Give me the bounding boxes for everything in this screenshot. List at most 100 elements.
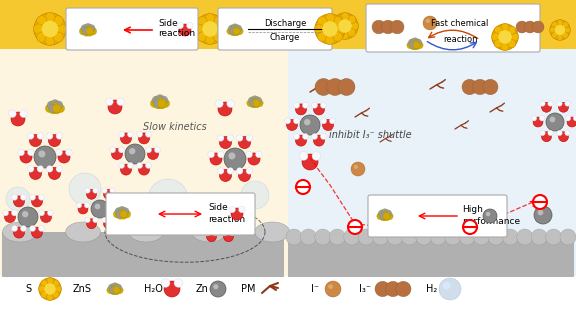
Circle shape — [215, 100, 223, 107]
Circle shape — [46, 133, 53, 139]
Circle shape — [338, 79, 355, 95]
Circle shape — [210, 281, 226, 297]
Circle shape — [27, 165, 34, 172]
Circle shape — [228, 25, 236, 32]
Circle shape — [410, 43, 417, 50]
Circle shape — [47, 278, 54, 285]
Circle shape — [219, 137, 232, 149]
Circle shape — [12, 210, 17, 216]
Circle shape — [111, 285, 119, 293]
Circle shape — [54, 286, 62, 293]
Circle shape — [138, 133, 150, 144]
Circle shape — [314, 24, 324, 34]
Circle shape — [205, 230, 210, 236]
Circle shape — [507, 26, 516, 35]
Circle shape — [341, 31, 349, 40]
Circle shape — [51, 103, 59, 111]
Circle shape — [531, 229, 547, 245]
Circle shape — [502, 229, 518, 245]
Circle shape — [137, 162, 143, 169]
Circle shape — [37, 133, 44, 139]
Circle shape — [524, 21, 536, 33]
Text: reaction: reaction — [158, 29, 195, 38]
Circle shape — [137, 131, 143, 137]
Circle shape — [108, 100, 122, 114]
Circle shape — [125, 144, 145, 164]
Circle shape — [295, 104, 306, 115]
Circle shape — [41, 291, 48, 298]
Circle shape — [411, 38, 419, 45]
Circle shape — [29, 167, 41, 179]
Circle shape — [93, 217, 98, 223]
Circle shape — [194, 24, 204, 34]
Circle shape — [407, 42, 414, 49]
Circle shape — [296, 180, 310, 194]
Text: ZnS: ZnS — [73, 284, 92, 294]
Circle shape — [430, 229, 446, 245]
Bar — [288, 0, 576, 276]
Circle shape — [373, 229, 389, 245]
Circle shape — [18, 207, 38, 227]
Ellipse shape — [66, 222, 101, 242]
Circle shape — [20, 110, 28, 118]
Circle shape — [127, 162, 134, 169]
Circle shape — [483, 209, 497, 223]
Circle shape — [110, 288, 117, 295]
Circle shape — [158, 100, 166, 109]
Circle shape — [294, 102, 300, 108]
Circle shape — [347, 29, 356, 37]
Circle shape — [416, 229, 432, 245]
Circle shape — [384, 210, 392, 217]
Circle shape — [295, 135, 306, 146]
Circle shape — [161, 279, 170, 288]
Circle shape — [196, 216, 202, 221]
Circle shape — [208, 151, 214, 158]
Circle shape — [58, 151, 70, 163]
Circle shape — [387, 229, 403, 245]
Circle shape — [445, 229, 461, 245]
Circle shape — [154, 100, 162, 109]
Circle shape — [123, 210, 131, 218]
Circle shape — [94, 204, 100, 209]
Circle shape — [231, 208, 243, 220]
Circle shape — [119, 147, 124, 153]
Circle shape — [122, 208, 129, 215]
Circle shape — [48, 134, 60, 146]
Circle shape — [494, 26, 502, 35]
Circle shape — [213, 230, 218, 236]
Circle shape — [317, 16, 327, 26]
Circle shape — [498, 30, 511, 44]
Circle shape — [559, 102, 569, 112]
Circle shape — [174, 279, 183, 288]
Circle shape — [302, 154, 318, 170]
Circle shape — [85, 188, 90, 193]
Circle shape — [545, 229, 562, 245]
Circle shape — [327, 79, 343, 95]
Circle shape — [351, 162, 365, 176]
Text: Slow kinetics: Slow kinetics — [143, 122, 207, 132]
Circle shape — [230, 29, 237, 36]
Circle shape — [205, 35, 215, 45]
Circle shape — [236, 168, 243, 174]
Circle shape — [156, 98, 164, 106]
Circle shape — [325, 13, 335, 23]
Circle shape — [413, 43, 420, 50]
Circle shape — [145, 162, 151, 169]
Circle shape — [381, 20, 395, 34]
Circle shape — [286, 120, 297, 131]
Circle shape — [56, 149, 62, 156]
Circle shape — [82, 29, 90, 36]
Circle shape — [323, 120, 334, 131]
Circle shape — [45, 12, 55, 23]
Circle shape — [332, 13, 358, 39]
Circle shape — [39, 194, 44, 200]
Circle shape — [232, 217, 242, 227]
Circle shape — [161, 99, 170, 107]
Circle shape — [52, 106, 61, 114]
Circle shape — [377, 212, 384, 220]
Circle shape — [222, 230, 228, 236]
Circle shape — [51, 100, 59, 108]
Circle shape — [13, 227, 25, 238]
Circle shape — [52, 291, 59, 298]
Circle shape — [378, 210, 385, 217]
